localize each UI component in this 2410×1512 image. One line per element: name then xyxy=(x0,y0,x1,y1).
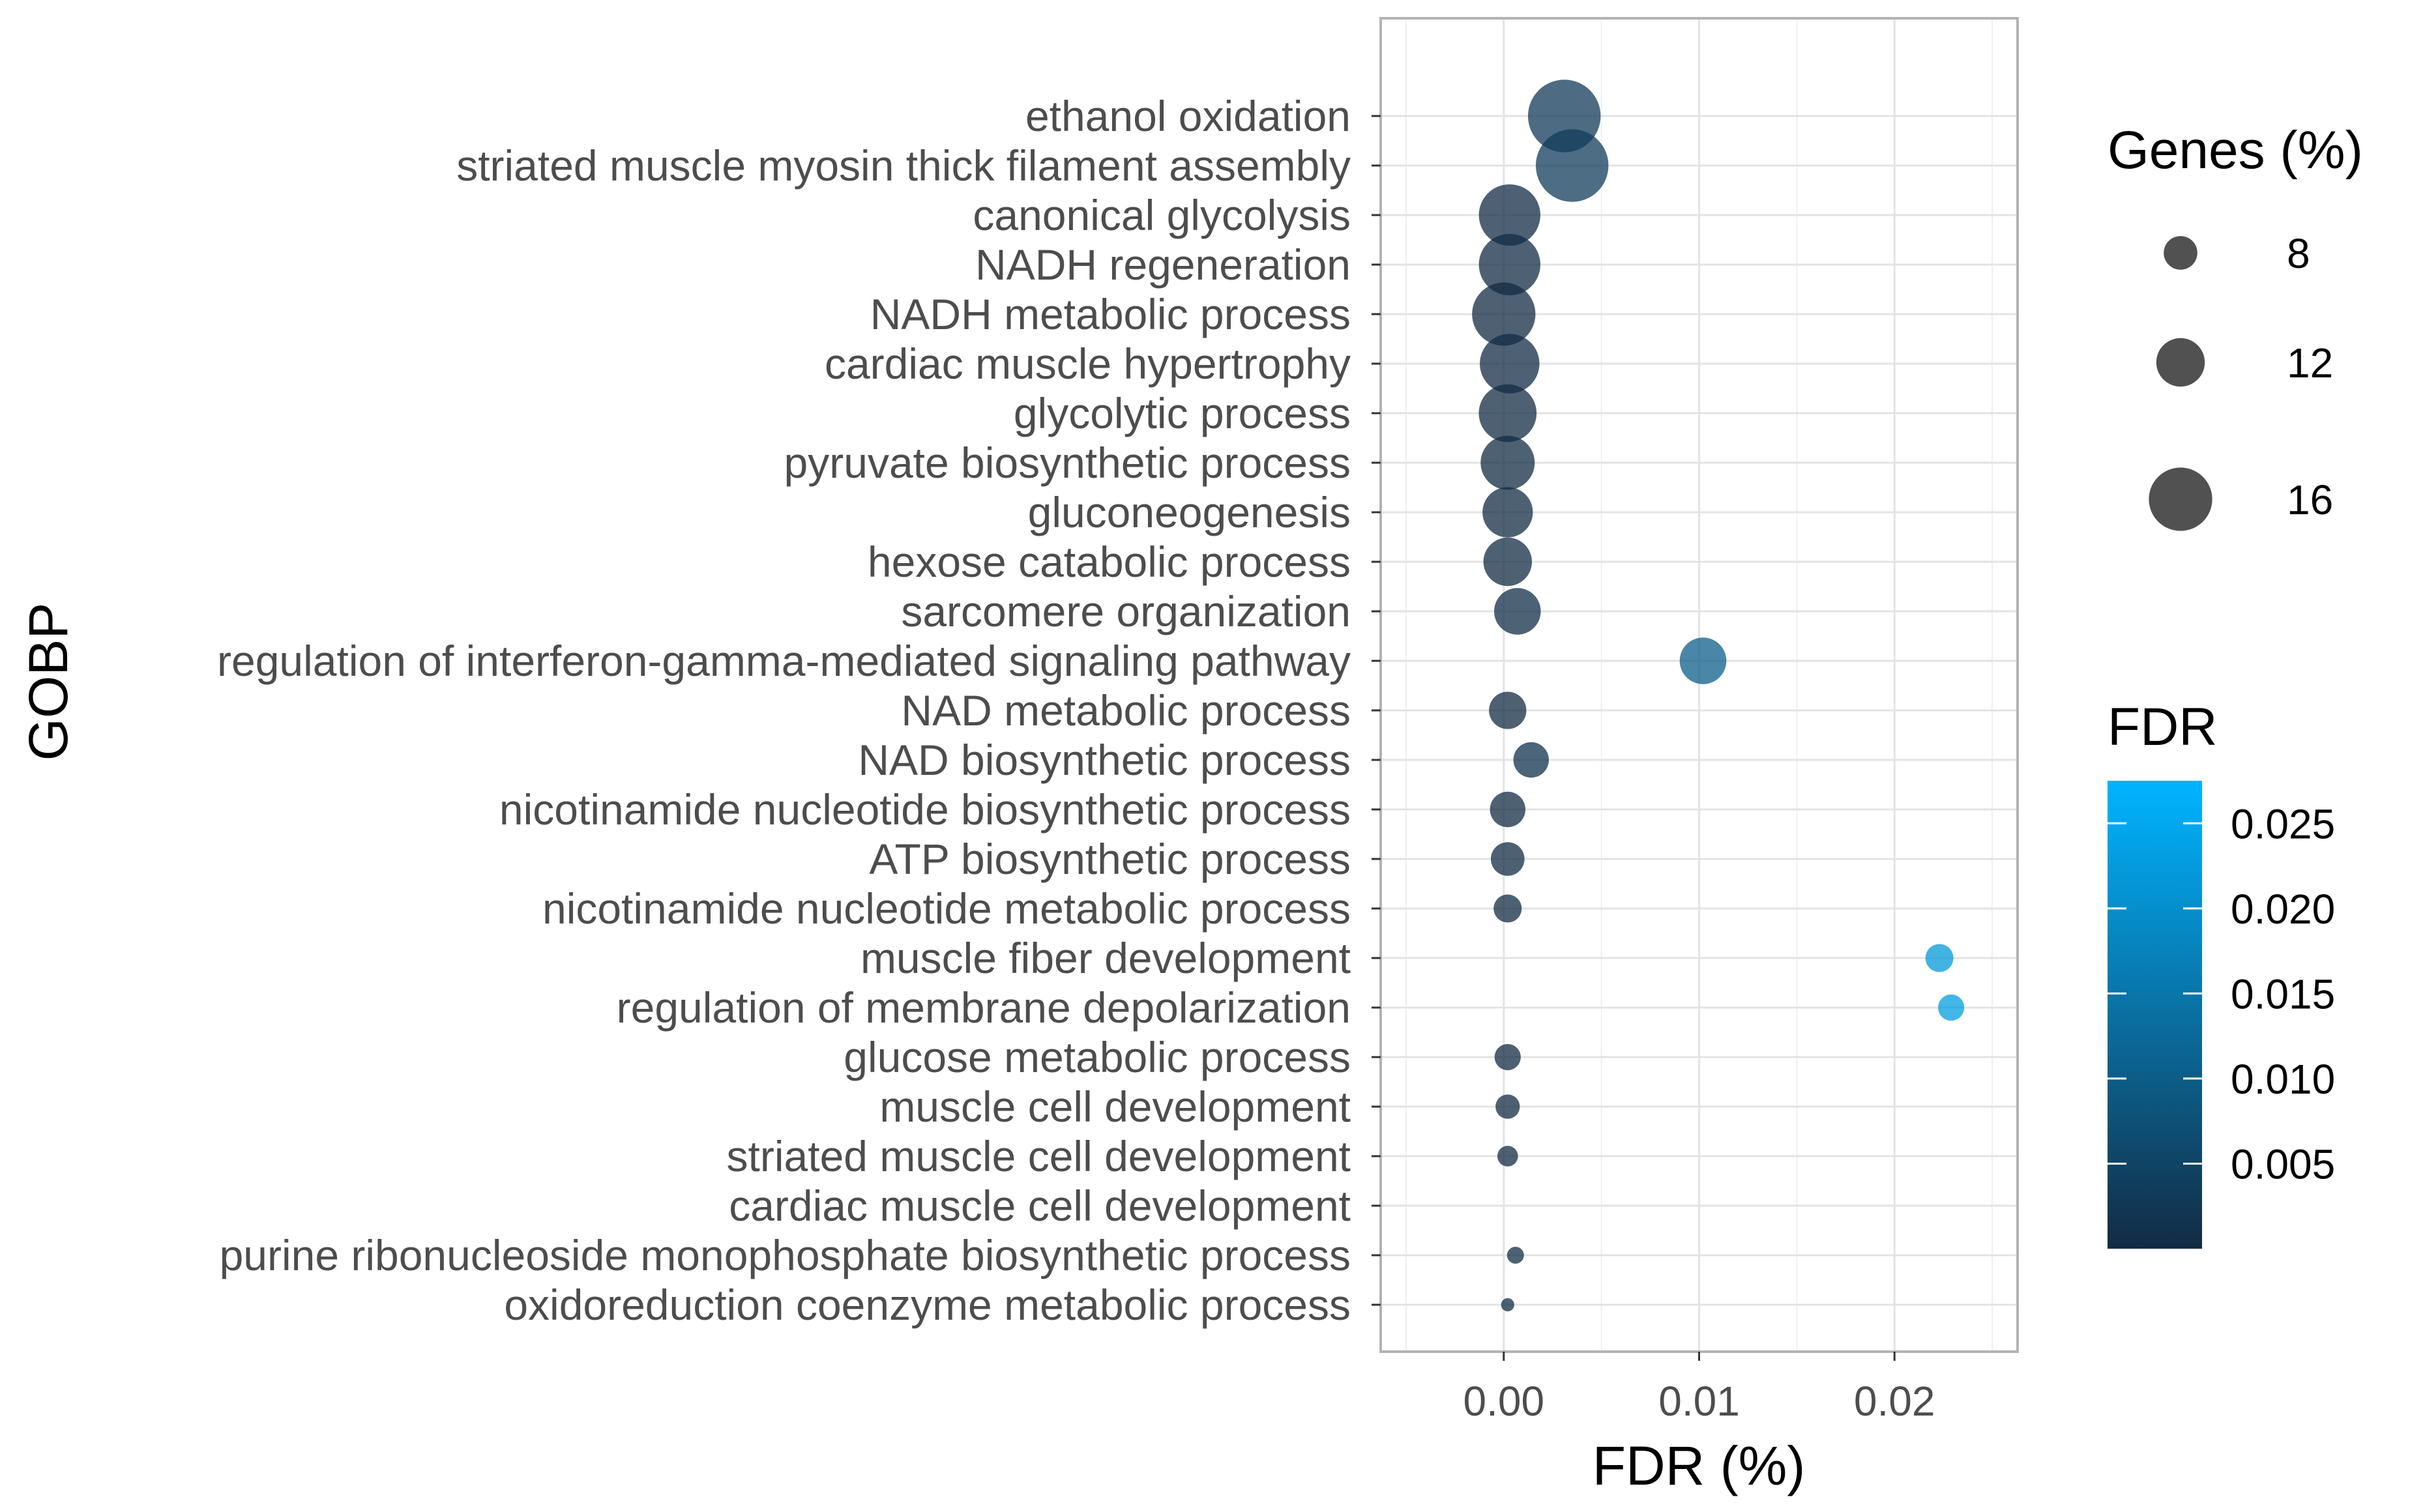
bubble xyxy=(1478,184,1540,246)
size-legend-label: 16 xyxy=(2287,476,2333,523)
bubble xyxy=(1493,894,1522,923)
color-legend-title: FDR xyxy=(2108,697,2218,757)
y-tick-label: ethanol oxidation xyxy=(1025,92,1351,140)
bubble xyxy=(1491,842,1525,876)
color-legend-label: 0.015 xyxy=(2231,970,2335,1017)
y-tick-label: NAD biosynthetic process xyxy=(858,736,1351,784)
x-tick-label: 0.02 xyxy=(1854,1378,1935,1425)
color-legend-label: 0.005 xyxy=(2231,1141,2335,1187)
y-tick-label: hexose catabolic process xyxy=(868,538,1351,586)
bubble xyxy=(1478,384,1537,443)
size-legend-label: 8 xyxy=(2287,230,2310,277)
y-axis-title: GOBP xyxy=(18,603,79,761)
y-tick-label: ATP biosynthetic process xyxy=(869,835,1351,883)
y-tick-label: sarcomere organization xyxy=(901,587,1351,635)
y-tick-label: glucose metabolic process xyxy=(844,1033,1351,1081)
y-tick-label: NAD metabolic process xyxy=(901,686,1351,734)
bubble xyxy=(1513,742,1549,778)
x-tick-label: 0.00 xyxy=(1463,1378,1545,1425)
y-tick-label: striated muscle cell development xyxy=(727,1132,1351,1180)
color-legend-label: 0.020 xyxy=(2231,886,2335,933)
x-axis-ticks: 0.00 0.01 0.02 xyxy=(1463,1352,1935,1425)
y-tick-label: striated muscle myosin thick filament as… xyxy=(456,141,1351,190)
y-tick-label: muscle cell development xyxy=(879,1083,1351,1131)
bubble xyxy=(1495,1094,1520,1119)
bubble xyxy=(1506,1247,1524,1264)
y-tick-label: purine ribonucleoside monophosphate bios… xyxy=(220,1231,1351,1279)
y-tick-label: canonical glycolysis xyxy=(973,191,1351,239)
bubble xyxy=(1489,691,1527,729)
bubble xyxy=(1501,1298,1514,1312)
y-tick-label: NADH metabolic process xyxy=(870,290,1351,338)
bubble xyxy=(1494,1043,1521,1071)
color-legend: FDR 0.005 0.010 0.015 0.020 0.025 xyxy=(2108,697,2335,1249)
bubble xyxy=(1494,588,1541,635)
x-tick-label: 0.01 xyxy=(1658,1378,1740,1425)
minor-gridlines xyxy=(1405,18,1993,1352)
size-legend-label: 12 xyxy=(2287,340,2333,386)
bubble xyxy=(1497,1146,1518,1167)
bubble xyxy=(1482,487,1533,538)
y-tick-label: oxidoreduction coenzyme metabolic proces… xyxy=(504,1281,1351,1329)
y-axis-ticks xyxy=(1372,115,1381,1306)
y-tick-label: cardiac muscle cell development xyxy=(729,1182,1351,1230)
y-tick-label: regulation of interferon-gamma-mediated … xyxy=(217,637,1351,685)
bubble xyxy=(1483,537,1533,587)
bubble xyxy=(1472,282,1536,346)
size-legend-key xyxy=(2164,236,2197,270)
x-axis-title: FDR (%) xyxy=(1593,1435,1806,1496)
bubble xyxy=(1478,233,1540,296)
y-tick-label: regulation of membrane depolarization xyxy=(617,983,1351,1032)
y-tick-label: pyruvate biosynthetic process xyxy=(784,439,1351,487)
size-legend-title: Genes (%) xyxy=(2108,121,2363,180)
y-tick-label: cardiac muscle hypertrophy xyxy=(825,340,1351,388)
bubble xyxy=(1535,129,1609,202)
color-bar xyxy=(2108,781,2202,1249)
y-tick-label: gluconeogenesis xyxy=(1028,488,1351,536)
bubble xyxy=(1480,435,1535,490)
color-legend-label: 0.025 xyxy=(2231,800,2335,847)
size-legend-key xyxy=(2156,338,2205,387)
bubbles xyxy=(1472,80,1965,1312)
size-legend-key xyxy=(2149,467,2212,531)
size-legend: Genes (%) 8 12 16 xyxy=(2108,121,2363,531)
bubble xyxy=(1490,791,1526,828)
bubble xyxy=(1679,637,1727,684)
bubble xyxy=(1925,944,1954,972)
bubble xyxy=(1938,994,1965,1021)
y-tick-label: glycolytic process xyxy=(1014,389,1351,437)
y-tick-label: nicotinamide nucleotide biosynthetic pro… xyxy=(499,785,1351,834)
y-tick-label: nicotinamide nucleotide metabolic proces… xyxy=(542,884,1351,933)
major-gridlines xyxy=(1381,18,2018,1352)
color-legend-label: 0.010 xyxy=(2231,1056,2335,1103)
y-tick-label: muscle fiber development xyxy=(860,934,1351,982)
y-tick-label: NADH regeneration xyxy=(975,240,1351,289)
bubble xyxy=(1480,334,1540,394)
